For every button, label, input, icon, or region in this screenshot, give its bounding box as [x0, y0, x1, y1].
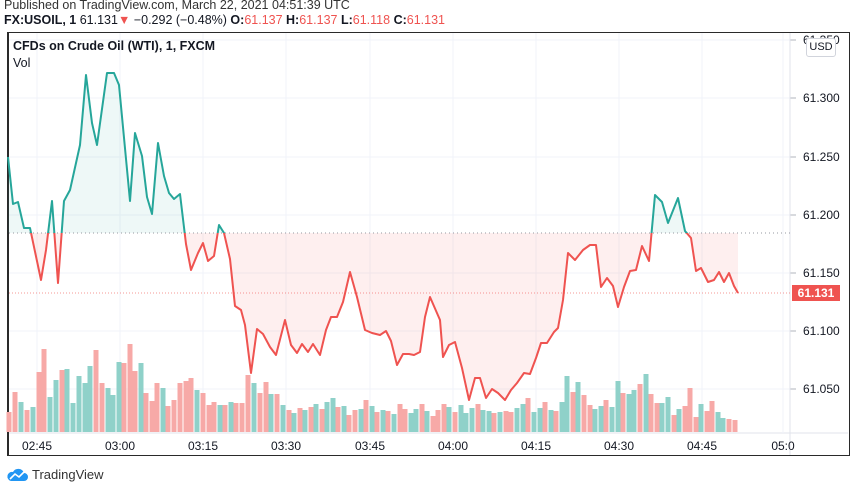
open-label: O:	[230, 13, 245, 27]
svg-text:03:15: 03:15	[188, 439, 218, 453]
high-value: 61.137	[299, 13, 338, 27]
triangle-down-icon: ▼	[117, 13, 131, 27]
currency-button[interactable]: USD	[806, 38, 836, 57]
svg-text:04:15: 04:15	[521, 439, 551, 453]
symbol-name: FX:USOIL, 1	[4, 13, 77, 27]
svg-text:61.150: 61.150	[803, 266, 840, 280]
svg-text:04:00: 04:00	[438, 439, 468, 453]
price-change: −0.292 (−0.48%)	[133, 13, 227, 27]
brand-name: TradingView	[32, 467, 104, 482]
price-line	[7, 72, 739, 401]
low-label: L:	[340, 13, 353, 27]
cloud-logo-icon	[7, 468, 28, 481]
close-value: 61.131	[406, 13, 445, 27]
svg-text:61.300: 61.300	[803, 91, 840, 105]
svg-text:03:45: 03:45	[355, 439, 385, 453]
svg-text:03:00: 03:00	[105, 439, 135, 453]
svg-text:05:0: 05:0	[771, 439, 795, 453]
svg-text:61.100: 61.100	[803, 324, 840, 338]
published-note: Published on TradingView.com, March 22, …	[4, 0, 350, 12]
last-price-badge: 61.131	[792, 285, 840, 301]
open-value: 61.137	[244, 13, 283, 27]
svg-text:03:30: 03:30	[271, 439, 301, 453]
svg-text:61.200: 61.200	[803, 208, 840, 222]
svg-text:04:45: 04:45	[687, 439, 717, 453]
last-price: 61.131	[79, 13, 118, 27]
volume-label: Vol	[13, 56, 31, 70]
low-value: 61.118	[352, 13, 391, 27]
symbol-info-line: FX:USOIL, 1 61.131▼ −0.292 (−0.48%) O:61…	[4, 13, 445, 27]
tradingview-logo[interactable]: TradingView	[6, 467, 104, 482]
svg-text:02:45: 02:45	[22, 439, 52, 453]
volume-bars	[6, 344, 738, 432]
high-label: H:	[286, 13, 300, 27]
svg-text:04:30: 04:30	[604, 439, 634, 453]
close-label: C:	[393, 13, 407, 27]
chart-title: CFDs on Crude Oil (WTI), 1, FXCM	[13, 39, 216, 53]
price-area	[8, 73, 790, 400]
svg-text:61.250: 61.250	[803, 150, 840, 164]
chart-frame[interactable]	[7, 32, 850, 456]
svg-text:61.050: 61.050	[803, 382, 840, 396]
